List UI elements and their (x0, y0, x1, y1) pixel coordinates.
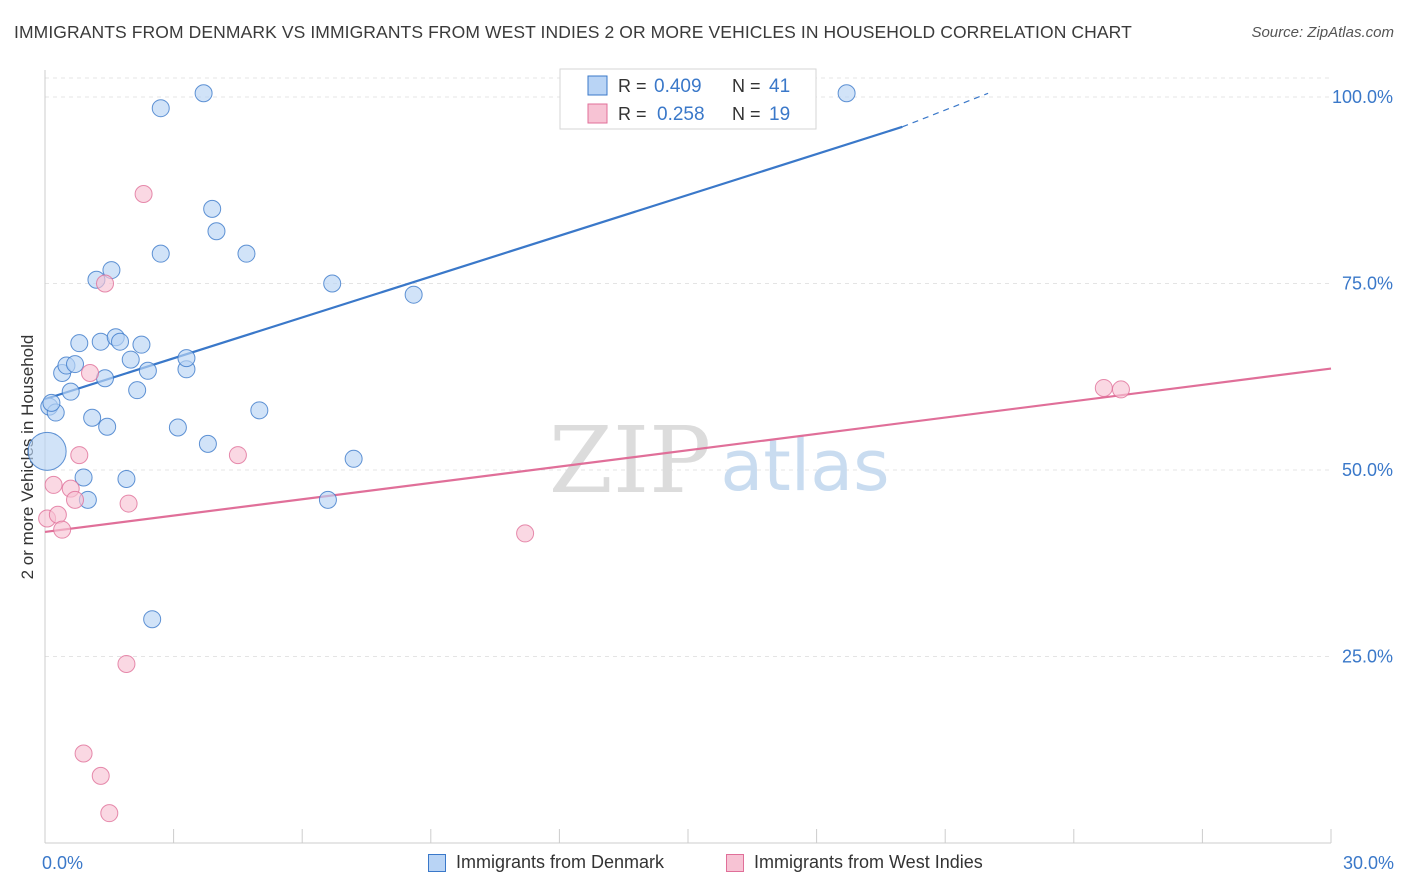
point-denmark (250, 401, 269, 420)
point-denmark (128, 381, 147, 400)
point-denmark (143, 610, 162, 629)
legend-swatch-west-indies (587, 103, 608, 124)
point-west-indies (66, 490, 85, 509)
point-denmark (151, 244, 170, 263)
point-denmark (138, 361, 157, 380)
point-denmark (61, 382, 80, 401)
legend-r-label-west-indies: R = (618, 104, 652, 124)
point-west-indies (228, 446, 247, 465)
point-denmark (74, 468, 93, 487)
point-west-indies (81, 364, 100, 383)
x-tick-label: 0.0% (42, 853, 83, 873)
point-west-indies (91, 766, 110, 785)
legend-n-value-denmark: 41 (769, 76, 790, 97)
legend-label-west-indies: Immigrants from West Indies (754, 852, 983, 872)
point-denmark (117, 469, 136, 488)
gridlines (45, 77, 1331, 657)
legend-item-west-indies[interactable]: Immigrants from West Indies (726, 852, 983, 873)
legend-r-value-west-indies: 0.258 (657, 104, 705, 125)
legend-r-value-denmark: 0.409 (654, 76, 702, 97)
legend-n-value-west-indies: 19 (769, 104, 790, 125)
point-west-indies (53, 520, 72, 539)
point-west-indies (117, 654, 136, 673)
point-denmark (323, 274, 342, 293)
legend-r-label-denmark: R = (618, 76, 652, 96)
watermark-atlas: atlas (720, 425, 889, 507)
watermark-zip: ZIP (549, 407, 711, 514)
legend-swatch-west-indies-bottom (726, 853, 744, 872)
point-denmark (121, 350, 140, 369)
point-denmark (42, 393, 61, 412)
source-credit: Source: ZipAtlas.com (1251, 24, 1394, 41)
point-west-indies (134, 184, 153, 203)
legend-swatch-denmark-bottom (428, 853, 446, 872)
point-denmark (83, 408, 102, 427)
point-west-indies (96, 274, 115, 293)
watermark: ZIP atlas (549, 407, 890, 514)
y-tick-label: 100.0% (1332, 87, 1393, 107)
point-denmark (70, 334, 89, 353)
point-denmark (111, 332, 130, 351)
point-west-indies (1111, 380, 1130, 399)
point-denmark (96, 369, 115, 388)
data-points (27, 84, 1130, 823)
trend-line-denmark-extension (902, 92, 989, 128)
point-west-indies (516, 524, 535, 543)
y-tick-label: 75.0% (1342, 274, 1393, 294)
point-denmark (237, 244, 256, 263)
trend-line-denmark (44, 125, 903, 401)
legend-item-denmark[interactable]: Immigrants from Denmark (428, 852, 664, 873)
point-denmark (98, 417, 117, 436)
point-denmark (203, 199, 222, 218)
point-west-indies (44, 475, 63, 494)
point-west-indies (48, 505, 67, 524)
point-denmark (91, 332, 110, 351)
point-west-indies (74, 744, 93, 763)
chart-title: IMMIGRANTS FROM DENMARK VS IMMIGRANTS FR… (14, 22, 1132, 42)
y-tick-label: 25.0% (1342, 647, 1393, 667)
point-denmark (177, 349, 196, 368)
point-west-indies (100, 804, 119, 823)
tick-labels: 25.0% 50.0% 75.0% 100.0% 0.0% 30.0% (42, 87, 1394, 873)
legend-n-label-denmark: N = (732, 76, 766, 96)
point-west-indies (119, 494, 138, 513)
point-denmark (344, 449, 363, 468)
point-denmark (132, 335, 151, 354)
point-denmark (194, 84, 213, 103)
legend-stats: R = 0.409 N = 41 R = 0.258 N = 19 (559, 68, 817, 130)
point-denmark (207, 222, 226, 241)
legend-swatch-denmark (587, 75, 608, 96)
y-tick-label: 50.0% (1342, 460, 1393, 480)
point-west-indies (1094, 378, 1113, 397)
point-west-indies (70, 446, 89, 465)
point-denmark (66, 355, 85, 374)
point-denmark (318, 490, 337, 509)
legend-label-denmark: Immigrants from Denmark (456, 852, 665, 872)
point-denmark (151, 99, 170, 118)
point-denmark (404, 285, 423, 304)
x-tick-label: 30.0% (1343, 853, 1394, 873)
point-denmark (168, 418, 187, 437)
legend-n-label-west-indies: N = (732, 104, 766, 124)
point-denmark (198, 434, 217, 453)
point-denmark (27, 431, 67, 471)
point-denmark (837, 84, 856, 103)
